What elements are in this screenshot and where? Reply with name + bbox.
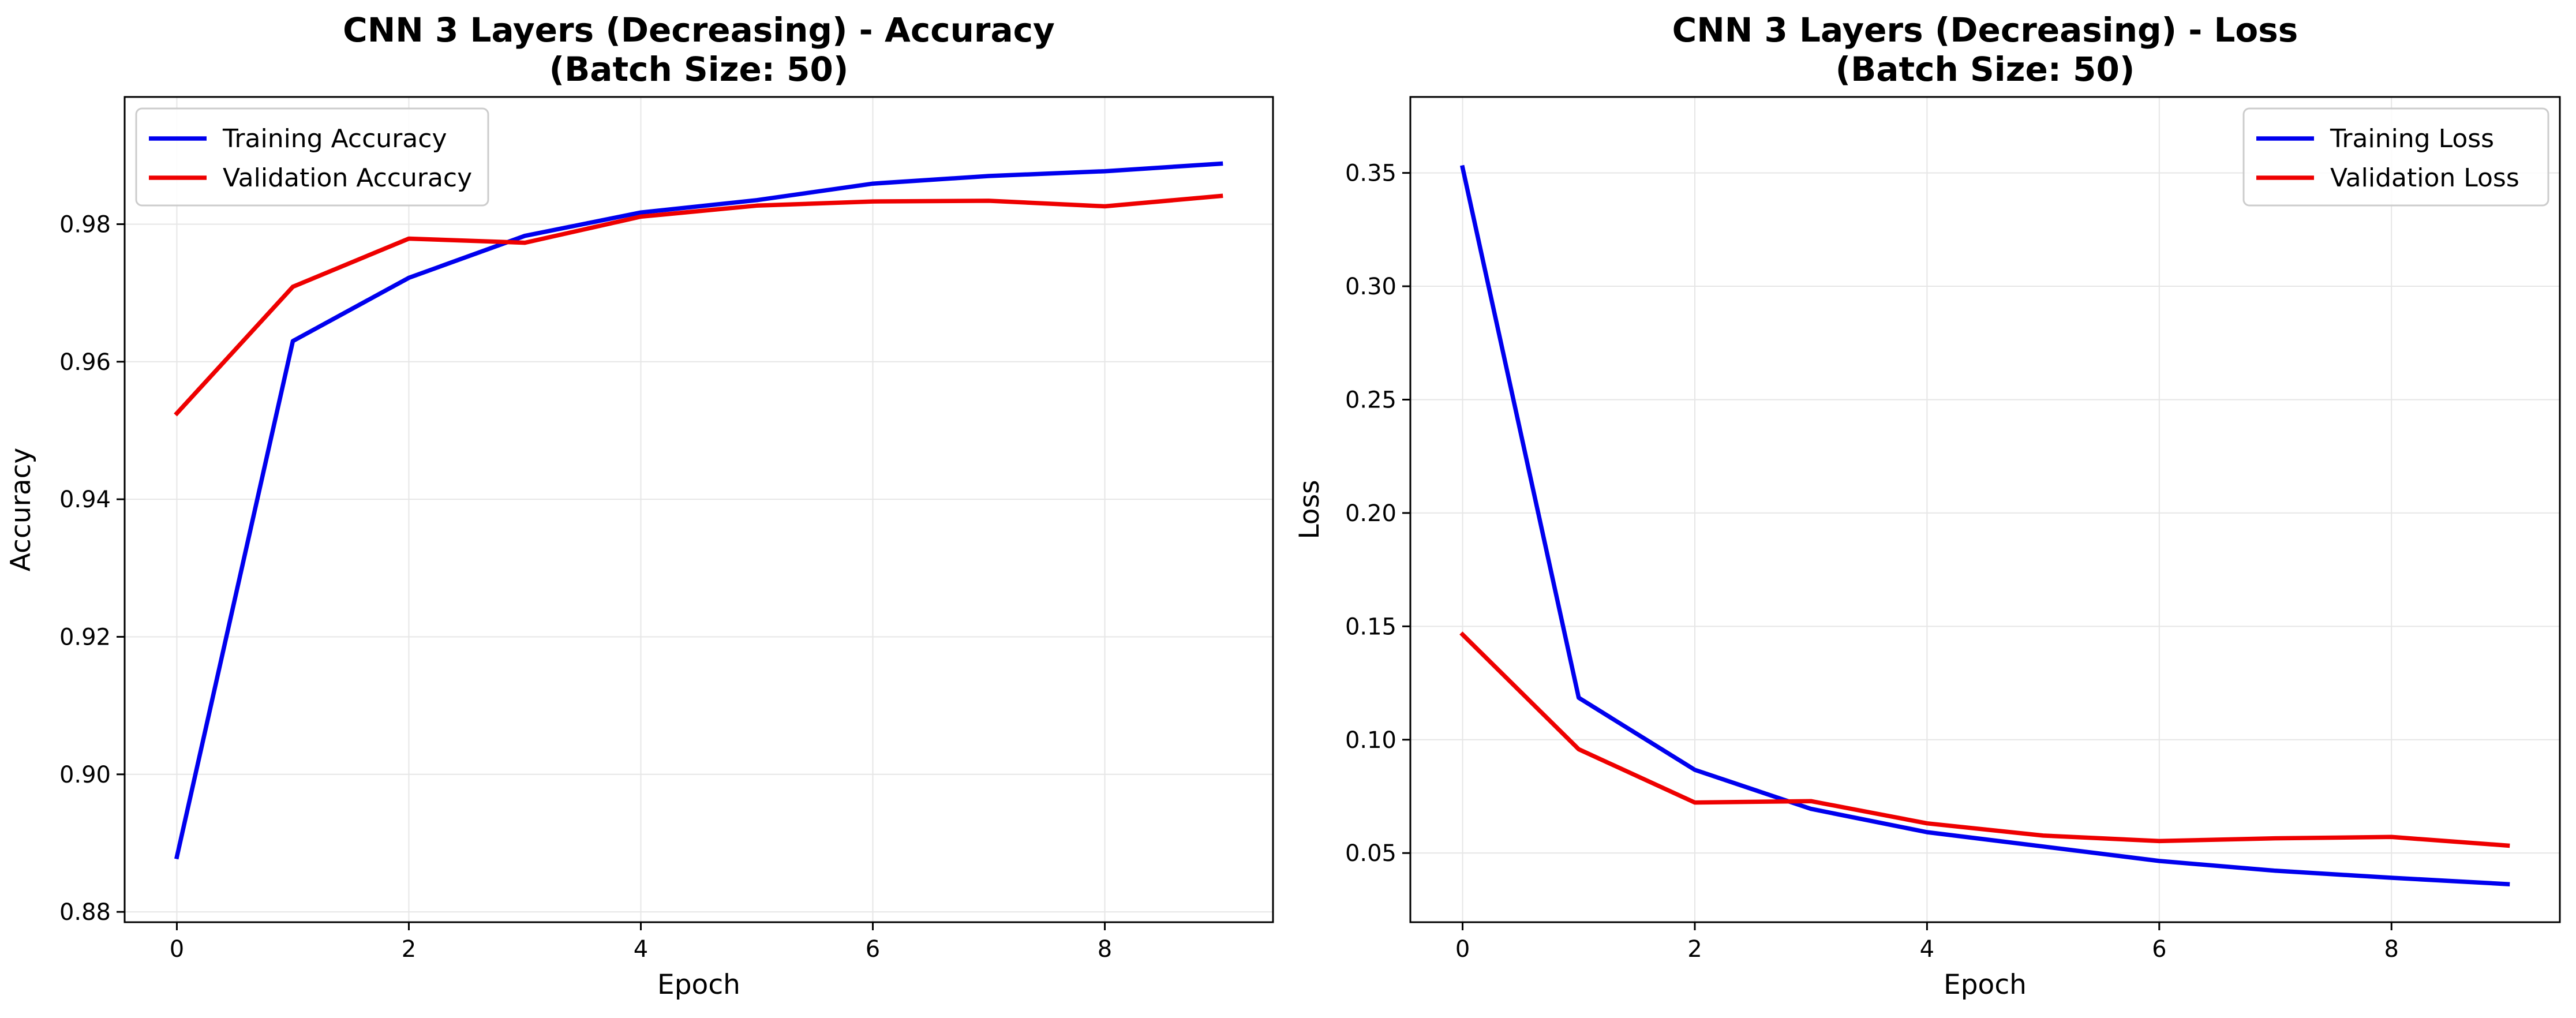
legend-entry-training: Training Accuracy bbox=[222, 124, 447, 154]
x-tick-label: 0 bbox=[170, 936, 184, 963]
y-tick-label: 0.05 bbox=[1345, 840, 1396, 867]
chart-panel-1: 0 2 4 6 8 0.88 0.90 0.92 0.94 0.96 0.98 Epoch Accura… bbox=[5, 10, 1274, 1001]
x-axis-label: Epoch bbox=[657, 969, 740, 1001]
x-tick-label: 2 bbox=[402, 936, 416, 963]
legend-box bbox=[135, 107, 489, 207]
chart-title: CNN 3 Layers (Decreasing) - Accuracy bbox=[343, 10, 1055, 50]
legend: Training Accuracy Validation Accuracy bbox=[135, 107, 489, 207]
chart-title: CNN 3 Layers (Decreasing) - Loss bbox=[1672, 10, 2298, 50]
y-tick-label: 0.35 bbox=[1345, 160, 1396, 187]
x-tick-label: 4 bbox=[1920, 936, 1934, 963]
y-tick-label: 0.30 bbox=[1345, 274, 1396, 300]
chart-subtitle: (Batch Size: 50) bbox=[549, 50, 849, 89]
y-tick-label: 0.20 bbox=[1345, 500, 1396, 527]
legend-entry-validation: Validation Accuracy bbox=[223, 163, 472, 193]
x-tick-label: 6 bbox=[2152, 936, 2166, 963]
grid bbox=[125, 97, 1273, 922]
y-tick-label: 0.96 bbox=[59, 349, 111, 376]
legend-entry-validation: Validation Loss bbox=[2330, 163, 2519, 193]
x-tick-label: 8 bbox=[1098, 936, 1112, 963]
y-tick-label: 0.92 bbox=[59, 624, 111, 650]
y-tick-label: 0.15 bbox=[1345, 613, 1396, 640]
y-tick-label: 0.25 bbox=[1345, 387, 1396, 413]
y-tick-label: 0.94 bbox=[59, 486, 111, 513]
x-tick-label: 0 bbox=[1455, 936, 1470, 963]
x-tick-label: 4 bbox=[634, 936, 648, 963]
chart-subtitle: (Batch Size: 50) bbox=[1836, 50, 2135, 89]
series-line-training bbox=[1460, 164, 2510, 886]
y-axis-label: Accuracy bbox=[5, 448, 37, 572]
legend-entry-training: Training Loss bbox=[2330, 124, 2494, 154]
series-line-validation bbox=[174, 193, 1223, 417]
plot-frame bbox=[123, 96, 1274, 923]
series-line-validation bbox=[1459, 631, 2510, 848]
plot-frame bbox=[1409, 96, 2561, 923]
y-tick-label: 0.88 bbox=[59, 899, 111, 926]
y-tick-label: 0.90 bbox=[59, 762, 111, 788]
grid bbox=[1410, 97, 2560, 922]
series-line-training bbox=[174, 161, 1223, 860]
x-tick-label: 6 bbox=[866, 936, 880, 963]
x-axis-label: Epoch bbox=[1944, 969, 2027, 1001]
y-tick-label: 0.10 bbox=[1345, 727, 1396, 754]
x-tick-label: 8 bbox=[2384, 936, 2399, 963]
chart-panel-2: 0 2 4 6 8 0.05 0.10 0.15 0.20 0.25 0.30 0.35 Epoch Lo… bbox=[1294, 10, 2561, 1001]
y-axis-label: Loss bbox=[1294, 480, 1326, 539]
legend: Training Loss Validation Loss bbox=[2242, 107, 2549, 207]
y-tick-label: 0.98 bbox=[59, 211, 111, 238]
x-tick-label: 2 bbox=[1687, 936, 1702, 963]
legend-box bbox=[2242, 107, 2549, 207]
